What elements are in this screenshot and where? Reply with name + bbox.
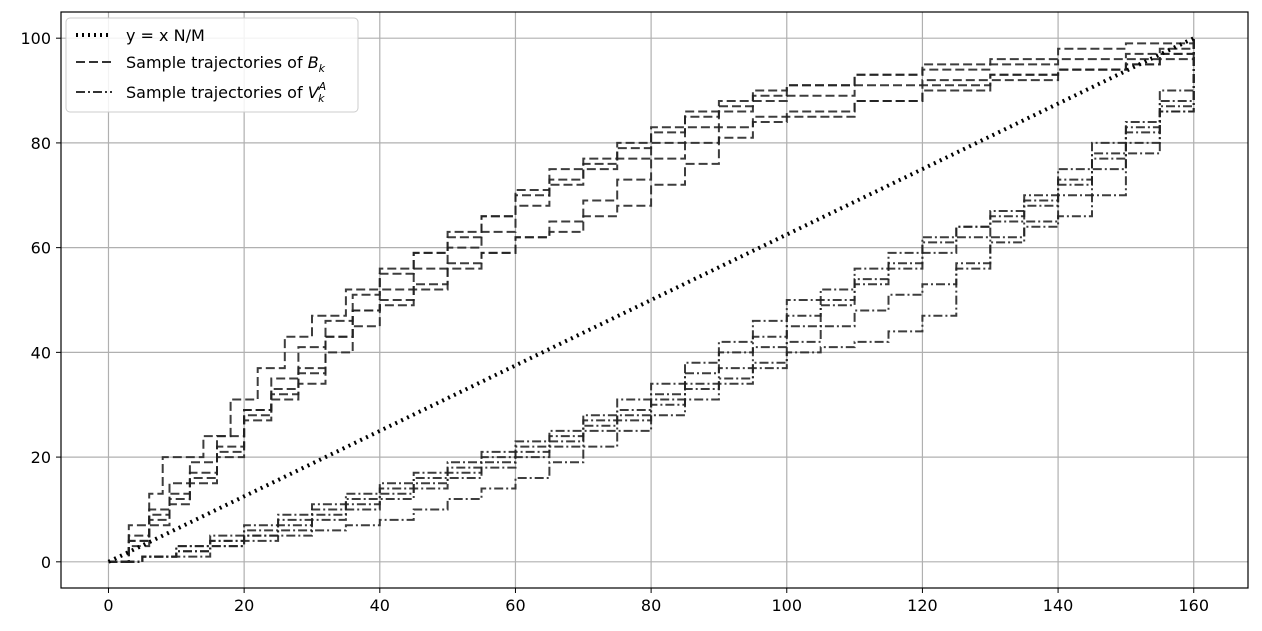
x-tick-label: 20 [234, 596, 254, 615]
x-tick-label: 120 [907, 596, 938, 615]
y-tick-label: 100 [20, 29, 51, 48]
x-tick-label: 0 [103, 596, 113, 615]
x-tick-label: 60 [505, 596, 525, 615]
series-line-b-2 [108, 38, 1195, 563]
series-line-b-4 [108, 38, 1195, 563]
x-tick-label: 40 [370, 596, 390, 615]
series-line-v-7 [108, 38, 1195, 563]
series-line-b-0 [108, 38, 1195, 563]
y-tick-label: 20 [31, 448, 51, 467]
legend: y = x N/M Sample trajectories of Bk Samp… [65, 17, 359, 113]
legend-label-v: Sample trajectories of VA k [126, 80, 326, 105]
x-tick-label: 140 [1043, 596, 1074, 615]
y-tick-label: 0 [41, 553, 51, 572]
x-tick-label: 160 [1178, 596, 1209, 615]
series-line-v-9 [108, 38, 1195, 563]
x-tick-label: 80 [641, 596, 661, 615]
y-axis: 0 20 40 60 80 100 [20, 29, 61, 572]
y-tick-label: 60 [31, 239, 51, 258]
legend-label-b: Sample trajectories of Bk [126, 53, 326, 75]
x-tick-label: 100 [771, 596, 802, 615]
plot-frame [60, 11, 1249, 589]
legend-box [65, 17, 359, 113]
x-axis: 0 20 40 60 80 100 120 140 160 [103, 588, 1209, 615]
series-group [107, 36, 1195, 564]
y-tick-label: 40 [31, 343, 51, 362]
series-line-b-1 [108, 38, 1195, 563]
legend-label-reference: y = x N/M [126, 26, 205, 45]
y-tick-label: 80 [31, 134, 51, 153]
